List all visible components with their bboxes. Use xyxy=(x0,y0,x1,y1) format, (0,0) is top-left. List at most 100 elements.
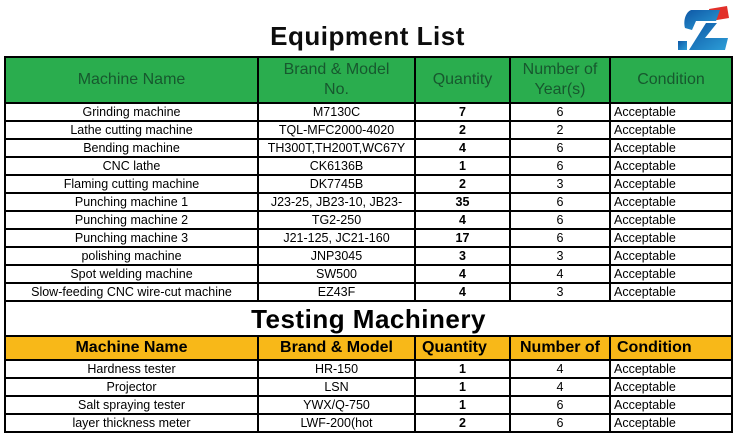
cell-model: SW500 xyxy=(257,264,416,284)
cell-quantity: 2 xyxy=(414,174,511,194)
cell-years: 4 xyxy=(509,377,611,397)
cell-machine-name: Punching machine 3 xyxy=(4,228,259,248)
cell-model: LSN xyxy=(257,377,416,397)
testing-row: Projector LSN 1 4 Acceptable xyxy=(4,377,733,397)
cell-machine-name: Projector xyxy=(4,377,259,397)
equipment-row: Grinding machine M7130C 7 6 Acceptable xyxy=(4,102,733,122)
cell-machine-name: Punching machine 1 xyxy=(4,192,259,212)
cell-years: 6 xyxy=(509,210,611,230)
cell-condition: Acceptable xyxy=(609,377,733,397)
equipment-row: Bending machine TH300T,TH200T,WC67Y 4 6 … xyxy=(4,138,733,158)
equipment-header-row: Machine Name Brand & Model No. Quantity … xyxy=(4,56,733,104)
cell-machine-name: CNC lathe xyxy=(4,156,259,176)
equipment-row: Slow-feeding CNC wire-cut machine EZ43F … xyxy=(4,282,733,302)
equipment-row: Punching machine 2 TG2-250 4 6 Acceptabl… xyxy=(4,210,733,230)
cell-years: 6 xyxy=(509,413,611,433)
cell-quantity: 4 xyxy=(414,264,511,284)
cell-condition: Acceptable xyxy=(609,120,733,140)
cell-quantity: 3 xyxy=(414,246,511,266)
cell-condition: Acceptable xyxy=(609,228,733,248)
cell-machine-name: polishing machine xyxy=(4,246,259,266)
col-header-quantity: Quantity xyxy=(414,56,511,104)
cell-machine-name: Lathe cutting machine xyxy=(4,120,259,140)
cell-machine-name: Flaming cutting machine xyxy=(4,174,259,194)
equipment-row: Lathe cutting machine TQL-MFC2000-4020 2… xyxy=(4,120,733,140)
testing-section-title: Testing Machinery xyxy=(4,300,733,337)
cell-condition: Acceptable xyxy=(609,210,733,230)
cell-machine-name: Punching machine 2 xyxy=(4,210,259,230)
cell-quantity: 2 xyxy=(414,413,511,433)
cell-years: 6 xyxy=(509,192,611,212)
cell-machine-name: Hardness tester xyxy=(4,359,259,379)
equipment-row: polishing machine JNP3045 3 3 Acceptable xyxy=(4,246,733,266)
col-header-quantity: Quantity xyxy=(414,335,511,361)
cell-model: LWF-200(hot xyxy=(257,413,416,433)
cell-years: 6 xyxy=(509,395,611,415)
cell-quantity: 4 xyxy=(414,138,511,158)
cell-quantity: 1 xyxy=(414,156,511,176)
cell-years: 6 xyxy=(509,228,611,248)
cell-condition: Acceptable xyxy=(609,156,733,176)
col-header-years: Number of Year(s) xyxy=(509,56,611,104)
cell-condition: Acceptable xyxy=(609,395,733,415)
testing-row: Hardness tester HR-150 1 4 Acceptable xyxy=(4,359,733,379)
cell-condition: Acceptable xyxy=(609,246,733,266)
col-header-brand-model: Brand & Model No. xyxy=(257,56,416,104)
cell-quantity: 4 xyxy=(414,282,511,302)
cell-machine-name: Bending machine xyxy=(4,138,259,158)
cell-quantity: 1 xyxy=(414,395,511,415)
cell-machine-name: Salt spraying tester xyxy=(4,395,259,415)
cell-machine-name: Grinding machine xyxy=(4,102,259,122)
col-header-brand-model: Brand & Model xyxy=(257,335,416,361)
equipment-row: Punching machine 1 J23-25, JB23-10, JB23… xyxy=(4,192,733,212)
cell-condition: Acceptable xyxy=(609,174,733,194)
cell-model: HR-150 xyxy=(257,359,416,379)
cell-machine-name: Slow-feeding CNC wire-cut machine xyxy=(4,282,259,302)
cell-condition: Acceptable xyxy=(609,138,733,158)
testing-row: layer thickness meter LWF-200(hot 2 6 Ac… xyxy=(4,413,733,433)
testing-row: Salt spraying tester YWX/Q-750 1 6 Accep… xyxy=(4,395,733,415)
cell-condition: Acceptable xyxy=(609,102,733,122)
cell-quantity: 35 xyxy=(414,192,511,212)
cell-condition: Acceptable xyxy=(609,282,733,302)
equipment-row: Spot welding machine SW500 4 4 Acceptabl… xyxy=(4,264,733,284)
cell-years: 6 xyxy=(509,138,611,158)
cell-model: TQL-MFC2000-4020 xyxy=(257,120,416,140)
cell-model: YWX/Q-750 xyxy=(257,395,416,415)
title-bar: Equipment List xyxy=(0,0,735,56)
equipment-row: Flaming cutting machine DK7745B 2 3 Acce… xyxy=(4,174,733,194)
cell-model: CK6136B xyxy=(257,156,416,176)
cell-condition: Acceptable xyxy=(609,192,733,212)
cell-condition: Acceptable xyxy=(609,264,733,284)
cell-quantity: 17 xyxy=(414,228,511,248)
cell-years: 6 xyxy=(509,102,611,122)
testing-section-title-row: Testing Machinery xyxy=(4,300,733,337)
col-header-machine-name: Machine Name xyxy=(4,56,259,104)
cell-quantity: 1 xyxy=(414,377,511,397)
cell-quantity: 1 xyxy=(414,359,511,379)
page-title: Equipment List xyxy=(270,21,465,51)
cell-machine-name: Spot welding machine xyxy=(4,264,259,284)
cell-years: 3 xyxy=(509,282,611,302)
company-logo-icon xyxy=(676,4,732,54)
cell-years: 3 xyxy=(509,174,611,194)
cell-model: TG2-250 xyxy=(257,210,416,230)
cell-years: 6 xyxy=(509,156,611,176)
cell-years: 3 xyxy=(509,246,611,266)
cell-years: 4 xyxy=(509,359,611,379)
cell-years: 4 xyxy=(509,264,611,284)
cell-model: J23-25, JB23-10, JB23- xyxy=(257,192,416,212)
equipment-row: Punching machine 3 J21-125, JC21-160 17 … xyxy=(4,228,733,248)
cell-model: EZ43F xyxy=(257,282,416,302)
cell-quantity: 2 xyxy=(414,120,511,140)
col-header-machine-name: Machine Name xyxy=(4,335,259,361)
cell-model: TH300T,TH200T,WC67Y xyxy=(257,138,416,158)
col-header-years: Number of xyxy=(509,335,611,361)
cell-model: DK7745B xyxy=(257,174,416,194)
col-header-condition: Condition xyxy=(609,335,733,361)
cell-model: M7130C xyxy=(257,102,416,122)
cell-machine-name: layer thickness meter xyxy=(4,413,259,433)
equipment-row: CNC lathe CK6136B 1 6 Acceptable xyxy=(4,156,733,176)
cell-model: J21-125, JC21-160 xyxy=(257,228,416,248)
cell-years: 2 xyxy=(509,120,611,140)
